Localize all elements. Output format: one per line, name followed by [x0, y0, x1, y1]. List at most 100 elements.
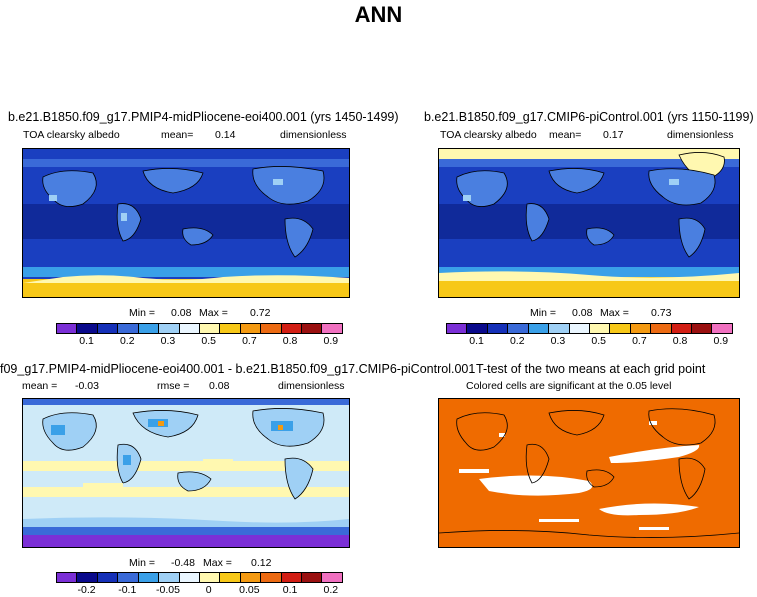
colorbar-label: 0.3	[550, 335, 566, 347]
panel2-min-label: Min =	[530, 307, 556, 319]
colorbar-label: -0.2	[77, 584, 96, 596]
colorbar-label: 0.8	[282, 335, 298, 347]
colorbar-swatch	[97, 324, 119, 333]
colorbar-swatch	[508, 324, 529, 333]
panel3-colorbar	[56, 572, 343, 583]
colorbar-swatch	[220, 573, 241, 582]
colorbar-label: 0.5	[591, 335, 606, 347]
panel3-min-value: -0.48	[171, 557, 195, 569]
panel2-title: b.e21.B1850.f09_g17.CMIP6-piControl.001 …	[424, 110, 754, 124]
colorbar-swatch	[651, 324, 672, 333]
colorbar-label: 0.1	[282, 584, 298, 596]
colorbar-swatch	[549, 324, 570, 333]
colorbar-swatch	[261, 573, 282, 582]
colorbar-label: -0.1	[118, 584, 137, 596]
panel1-units: dimensionless	[280, 129, 347, 141]
colorbar-label: 0.7	[242, 335, 257, 347]
colorbar-swatch	[322, 324, 342, 333]
colorbar-swatch	[138, 573, 160, 582]
colorbar-swatch	[692, 324, 713, 333]
colorbar-swatch	[57, 573, 78, 582]
colorbar-label: 0.2	[119, 335, 135, 347]
panel3-rmse-label: rmse =	[157, 380, 190, 392]
colorbar-swatch	[528, 324, 550, 333]
panel1-max-label: Max =	[199, 307, 228, 319]
colorbar-swatch	[138, 324, 160, 333]
colorbar-label: 0	[205, 584, 212, 596]
panel2-units: dimensionless	[667, 129, 734, 141]
panel1-mean-label: mean=	[161, 129, 194, 141]
panel1-colorbar	[56, 323, 343, 334]
colorbar-swatch	[610, 324, 631, 333]
panel3-map	[22, 398, 350, 548]
colorbar-swatch	[240, 324, 262, 333]
panel1-min-label: Min =	[129, 307, 155, 319]
colorbar-swatch	[569, 324, 590, 333]
panel2-colorbar	[446, 323, 733, 334]
colorbar-swatch	[118, 573, 139, 582]
panel2-variable: TOA clearsky albedo	[440, 129, 537, 141]
panel2-map	[438, 148, 740, 298]
colorbar-swatch	[199, 324, 221, 333]
colorbar-swatch	[302, 573, 323, 582]
colorbar-swatch	[77, 573, 98, 582]
colorbar-swatch	[159, 324, 180, 333]
colorbar-swatch	[159, 573, 180, 582]
panel3-min-label: Min =	[129, 557, 155, 569]
colorbar-label: 0.05	[239, 584, 260, 596]
colorbar-swatch	[281, 573, 303, 582]
colorbar-swatch	[322, 573, 342, 582]
colorbar-swatch	[261, 324, 282, 333]
panel2-max-label: Max =	[600, 307, 629, 319]
colorbar-label: 0.1	[79, 335, 94, 347]
colorbar-swatch	[467, 324, 488, 333]
panel4-title: T-test of the two means at each grid poi…	[476, 362, 706, 376]
colorbar-label: 0.2	[323, 584, 339, 596]
colorbar-swatch	[671, 324, 693, 333]
panel2-min-value: 0.08	[572, 307, 593, 319]
panel3-mean-label: mean =	[22, 380, 58, 392]
figure-title: ANN	[354, 2, 403, 27]
panel1-min-value: 0.08	[171, 307, 192, 319]
panel3-max-label: Max =	[203, 557, 232, 569]
panel4-map	[438, 398, 740, 548]
colorbar-swatch	[179, 573, 200, 582]
panel2-mean-value: 0.17	[603, 129, 624, 141]
colorbar-swatch	[118, 324, 139, 333]
colorbar-swatch	[220, 324, 241, 333]
colorbar-label: 0.5	[201, 335, 216, 347]
panel3-units: dimensionless	[278, 380, 345, 392]
panel1-max-value: 0.72	[250, 307, 271, 319]
panel3-max-value: 0.12	[251, 557, 272, 569]
colorbar-swatch	[302, 324, 323, 333]
colorbar-swatch	[199, 573, 221, 582]
panel1-variable: TOA clearsky albedo	[23, 129, 120, 141]
colorbar-swatch	[447, 324, 468, 333]
colorbar-swatch	[630, 324, 652, 333]
colorbar-swatch	[77, 324, 98, 333]
panel2-mean-label: mean=	[549, 129, 582, 141]
colorbar-label: 0.3	[160, 335, 176, 347]
panel2-max-value: 0.73	[651, 307, 672, 319]
colorbar-swatch	[240, 573, 262, 582]
colorbar-swatch	[57, 324, 78, 333]
colorbar-swatch	[97, 573, 119, 582]
colorbar-swatch	[712, 324, 732, 333]
colorbar-swatch	[487, 324, 509, 333]
panel3-title: f09_g17.PMIP4-midPliocene-eoi400.001 - b…	[0, 362, 476, 376]
panel1-map	[22, 148, 350, 298]
colorbar-label: 0.9	[323, 335, 339, 347]
panel1-title: b.e21.B1850.f09_g17.PMIP4-midPliocene-eo…	[8, 110, 399, 124]
colorbar-swatch	[589, 324, 611, 333]
panel1-mean-value: 0.14	[215, 129, 236, 141]
panel4-subtitle: Colored cells are significant at the 0.0…	[466, 380, 672, 392]
panel3-rmse-value: 0.08	[209, 380, 230, 392]
colorbar-label: 0.8	[672, 335, 688, 347]
colorbar-label: 0.7	[632, 335, 647, 347]
colorbar-label: 0.1	[469, 335, 484, 347]
colorbar-label: -0.05	[155, 584, 180, 596]
colorbar-swatch	[281, 324, 303, 333]
colorbar-label: 0.2	[509, 335, 525, 347]
colorbar-label: 0.9	[713, 335, 729, 347]
colorbar-swatch	[179, 324, 200, 333]
